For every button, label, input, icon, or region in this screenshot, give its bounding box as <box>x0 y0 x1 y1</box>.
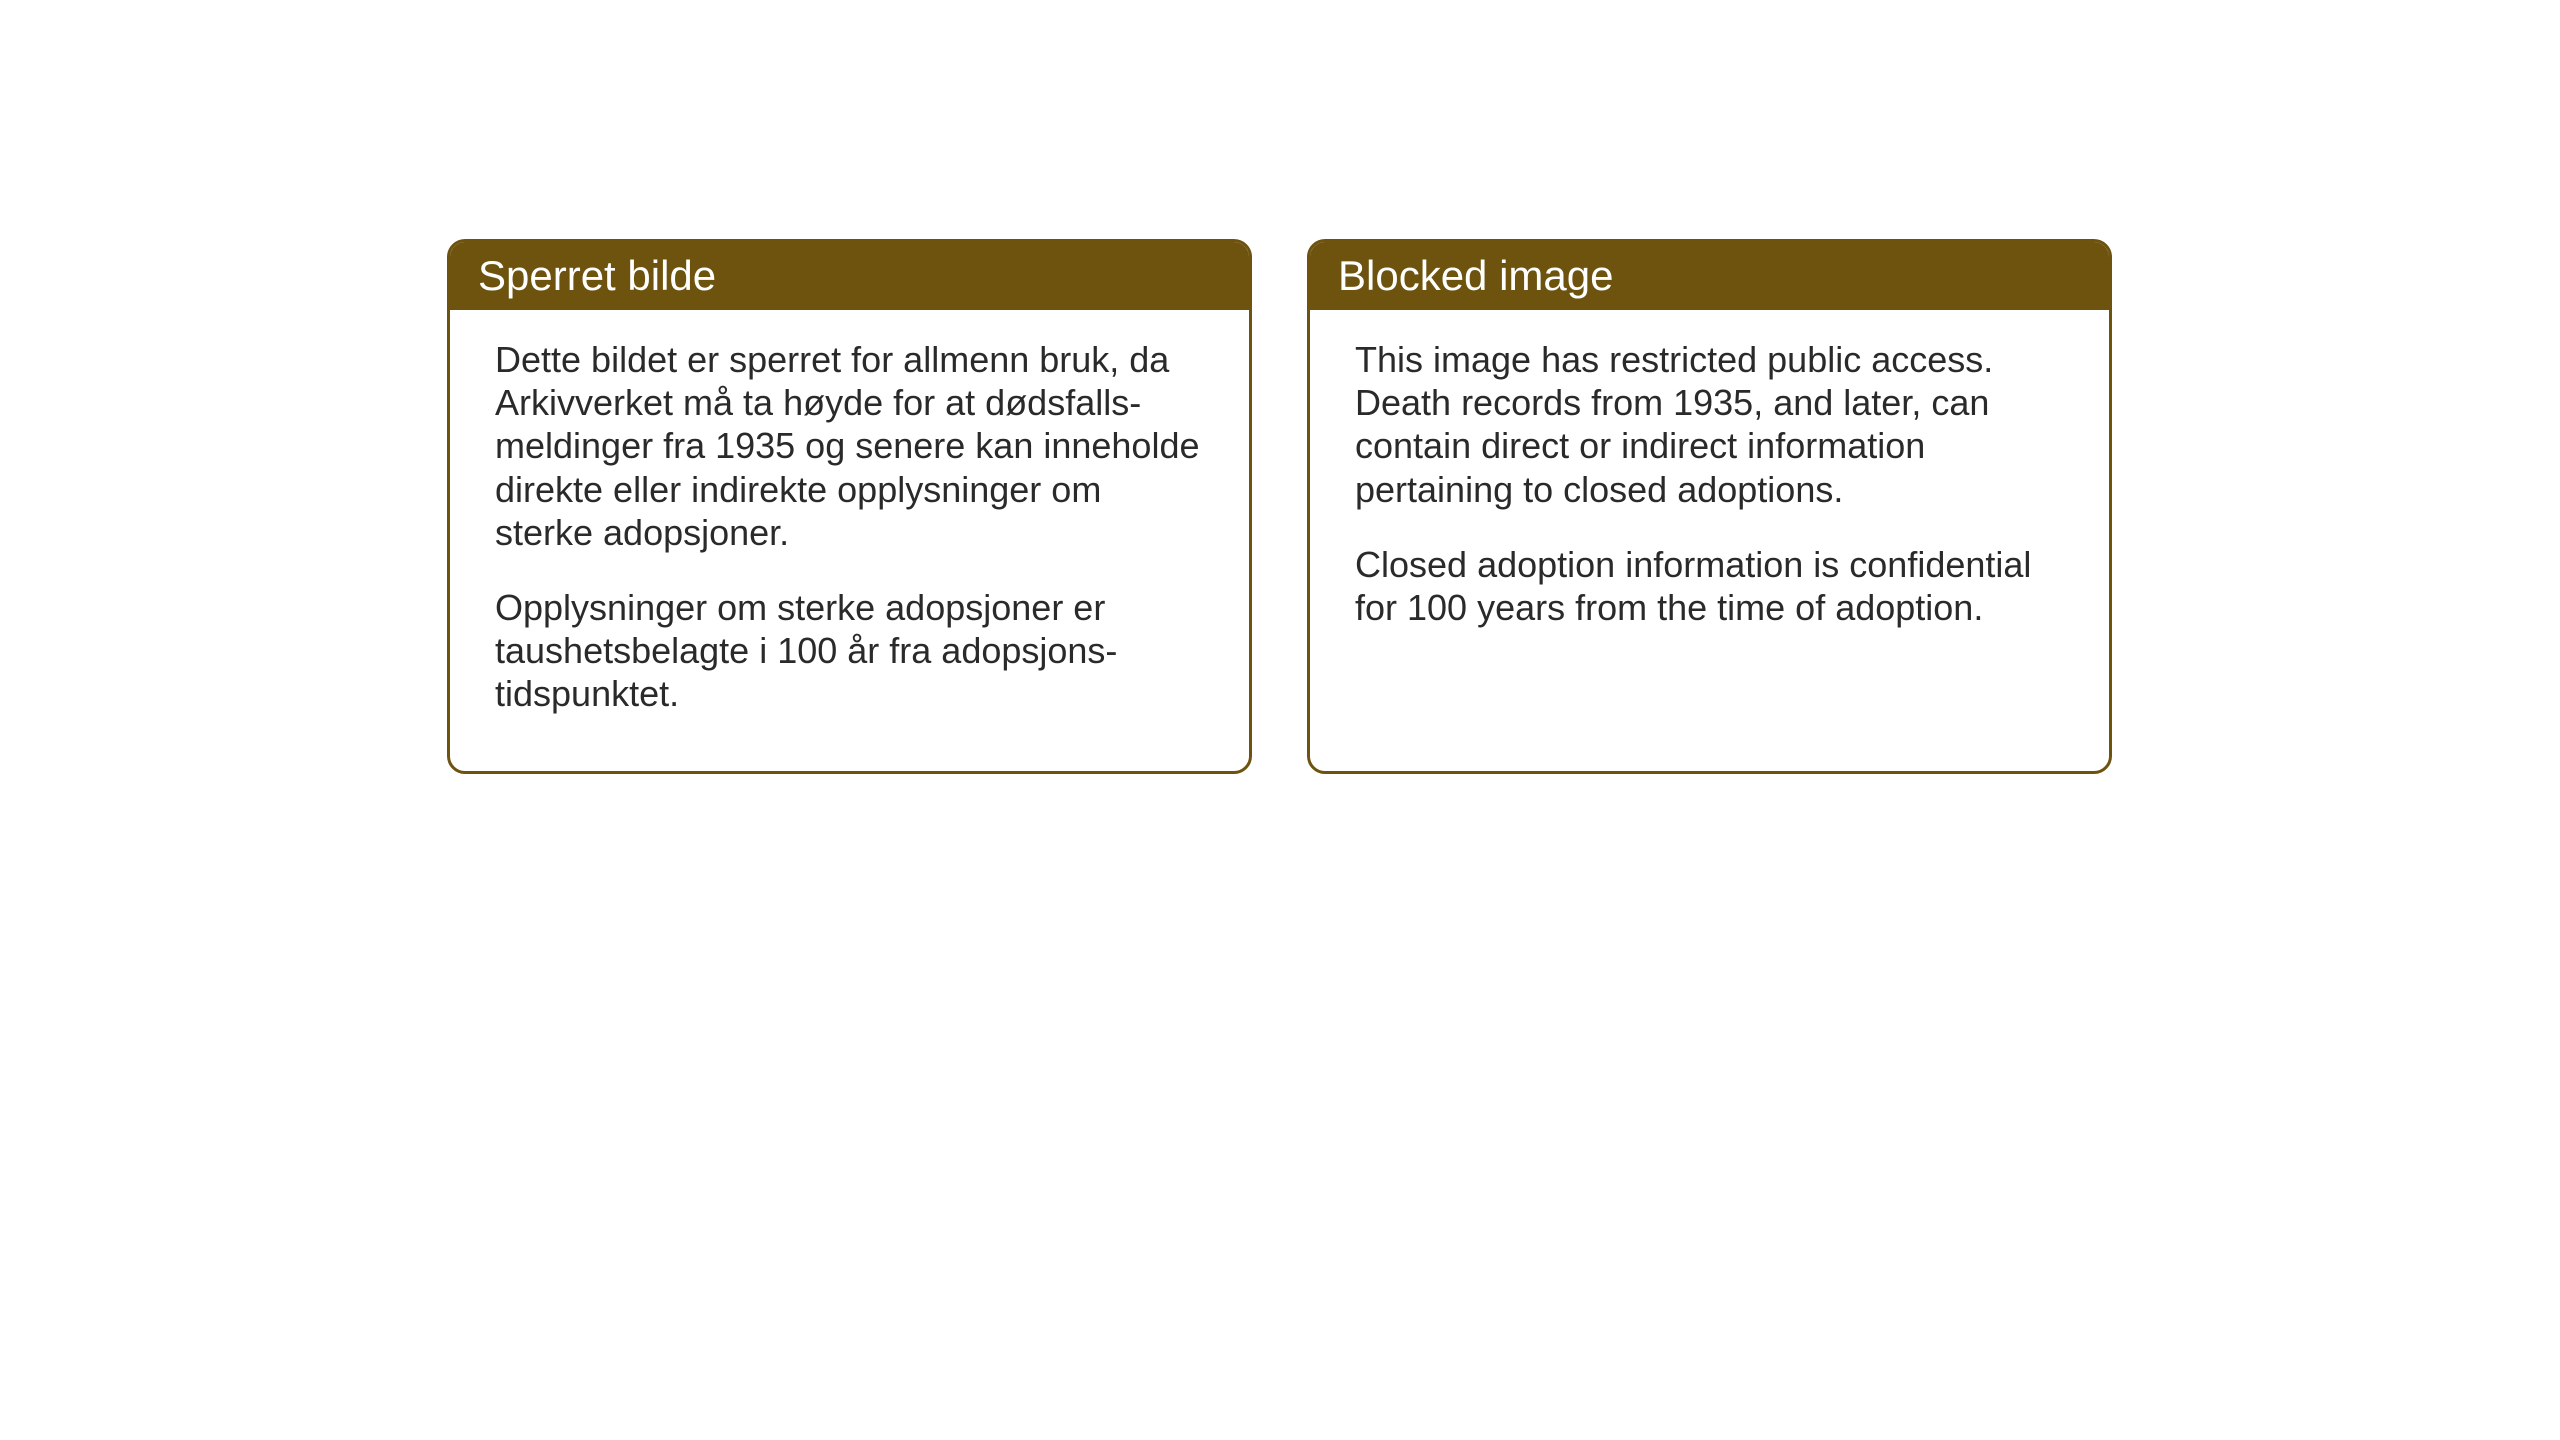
english-card: Blocked image This image has restricted … <box>1307 239 2112 774</box>
norwegian-card: Sperret bilde Dette bildet er sperret fo… <box>447 239 1252 774</box>
norwegian-paragraph-1: Dette bildet er sperret for allmenn bruk… <box>495 338 1204 554</box>
norwegian-card-body: Dette bildet er sperret for allmenn bruk… <box>450 310 1249 771</box>
norwegian-card-title: Sperret bilde <box>478 252 716 299</box>
english-paragraph-2: Closed adoption information is confident… <box>1355 543 2064 629</box>
english-card-body: This image has restricted public access.… <box>1310 310 2109 684</box>
norwegian-paragraph-2: Opplysninger om sterke adopsjoner er tau… <box>495 586 1204 716</box>
english-paragraph-1: This image has restricted public access.… <box>1355 338 2064 511</box>
norwegian-card-header: Sperret bilde <box>450 242 1249 310</box>
english-card-header: Blocked image <box>1310 242 2109 310</box>
english-card-title: Blocked image <box>1338 252 1613 299</box>
cards-container: Sperret bilde Dette bildet er sperret fo… <box>447 239 2112 774</box>
